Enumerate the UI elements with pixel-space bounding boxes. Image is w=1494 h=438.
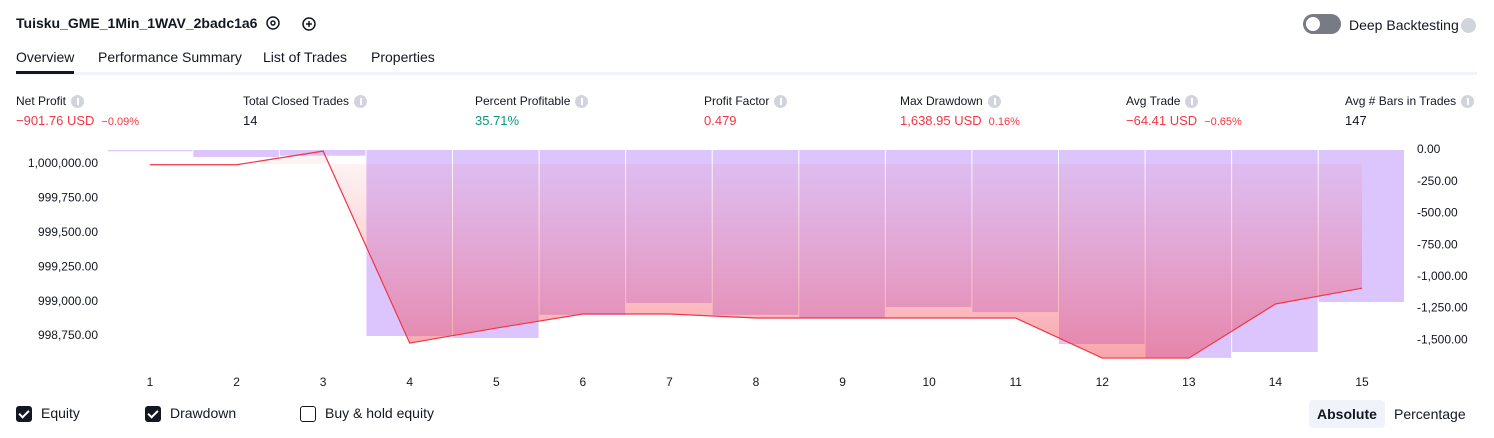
metric-value-text: 0.479: [704, 113, 737, 128]
checkbox[interactable]: [300, 406, 316, 422]
metric-percent: 0.16%: [988, 116, 1020, 128]
tab[interactable]: Properties: [371, 49, 435, 65]
metric-percent: −0.09%: [101, 116, 140, 128]
y-tick-label: 999,250.00: [38, 259, 98, 273]
metric-value: 14: [243, 113, 257, 128]
deep-backtesting-toggle[interactable]: [1303, 14, 1341, 34]
metric-value-text: 147: [1345, 113, 1367, 128]
metric-label: Avg # Bars in Trades: [1345, 94, 1457, 108]
metric-label: Profit Factor: [704, 94, 770, 108]
y-tick-label: 999,750.00: [38, 191, 98, 205]
y-tick-label: 999,000.00: [38, 294, 98, 308]
metric-value-text: −901.76 USD: [16, 113, 95, 128]
x-tick-label: 14: [1269, 375, 1283, 389]
y2-tick-label: -1,500.00: [1417, 332, 1468, 346]
metric-value: 35.71%: [475, 113, 519, 128]
y-tick-label: 1,000,000.00: [28, 156, 98, 170]
checkbox[interactable]: [16, 406, 32, 422]
mode-button[interactable]: Absolute: [1309, 400, 1385, 428]
x-tick-label: 5: [493, 375, 500, 389]
metric-value: 0.479: [704, 113, 737, 128]
x-tick-label: 4: [406, 375, 413, 389]
chart: 1,000,000.00 999,750.00 999,500.00 999,250.…: [28, 142, 1468, 389]
drawdown-bar: [108, 150, 193, 152]
info-icon[interactable]: [71, 95, 84, 108]
legend-item[interactable]: Drawdown: [145, 405, 236, 422]
metric-label: Net Profit: [16, 94, 67, 108]
y2-tick-label: -500.00: [1417, 206, 1458, 220]
info-icon[interactable]: [575, 95, 588, 108]
info-icon[interactable]: [1461, 95, 1474, 108]
tab[interactable]: Performance Summary: [98, 49, 242, 65]
x-tick-label: 12: [1096, 375, 1110, 389]
info-icon[interactable]: [1185, 95, 1198, 108]
legend-label: Drawdown: [170, 405, 237, 421]
y-tick-label: 998,750.00: [38, 328, 98, 342]
x-tick-label: 1: [147, 375, 154, 389]
metric-label: Total Closed Trades: [243, 94, 350, 108]
x-tick-label: 13: [1182, 375, 1196, 389]
x-tick-label: 8: [753, 375, 760, 389]
mode-button[interactable]: Percentage: [1394, 406, 1466, 422]
metric-value-text: 14: [243, 113, 258, 128]
checkbox[interactable]: [145, 406, 161, 422]
metric-value: 1,638.95 USD 0.16%: [900, 113, 1020, 128]
x-tick-label: 3: [320, 375, 327, 389]
y2-tick-label: -250.00: [1417, 174, 1458, 188]
x-tick-label: 10: [922, 375, 936, 389]
x-tick-label: 7: [666, 375, 673, 389]
y2-tick-label: -750.00: [1417, 237, 1458, 251]
toggle-label: Deep Backtesting: [1349, 17, 1459, 33]
y2-tick-label: -1,250.00: [1417, 301, 1468, 315]
x-tick-label: 6: [580, 375, 587, 389]
metric-label: Avg Trade: [1126, 94, 1181, 108]
info-icon[interactable]: [354, 95, 367, 108]
metric-value-text: 35.71%: [475, 113, 520, 128]
tab[interactable]: Overview: [16, 49, 75, 74]
metric-percent: −0.65%: [1204, 116, 1242, 128]
legend-item[interactable]: Buy & hold equity: [300, 405, 434, 422]
x-tick-label: 2: [233, 375, 240, 389]
info-icon[interactable]: [774, 95, 787, 108]
tab[interactable]: List of Trades: [263, 49, 348, 65]
legend-label: Buy & hold equity: [325, 405, 434, 421]
strategy-title: Tuisku_GME_1Min_1WAV_2badc1a6: [16, 15, 258, 31]
x-tick-label: 15: [1355, 375, 1369, 389]
metric-label: Max Drawdown: [900, 94, 983, 108]
legend-item[interactable]: Equity: [16, 405, 80, 422]
drawdown-bar: [193, 150, 279, 157]
metric-label: Percent Profitable: [475, 94, 571, 108]
help-icon[interactable]: [1461, 18, 1476, 33]
metric-value: −901.76 USD −0.09%: [16, 113, 139, 128]
equity-line: [150, 150, 1363, 359]
x-tick-label: 9: [839, 375, 846, 389]
metric-value-text: −64.41 USD: [1126, 113, 1198, 128]
equity-area: [150, 151, 1362, 359]
metric-value-text: 1,638.95 USD: [900, 113, 982, 128]
x-tick-label: 11: [1009, 375, 1022, 389]
y-tick-label: 999,500.00: [38, 225, 98, 239]
y2-tick-label: 0.00: [1417, 142, 1441, 156]
tab-separator: [16, 72, 1477, 75]
y2-tick-label: -1,000.00: [1417, 269, 1468, 283]
metric-value: 147: [1345, 113, 1367, 128]
metric-value: −64.41 USD −0.65%: [1126, 113, 1242, 128]
info-icon[interactable]: [988, 95, 1001, 108]
header-icons: [266, 16, 316, 31]
legend-label: Equity: [41, 405, 80, 421]
